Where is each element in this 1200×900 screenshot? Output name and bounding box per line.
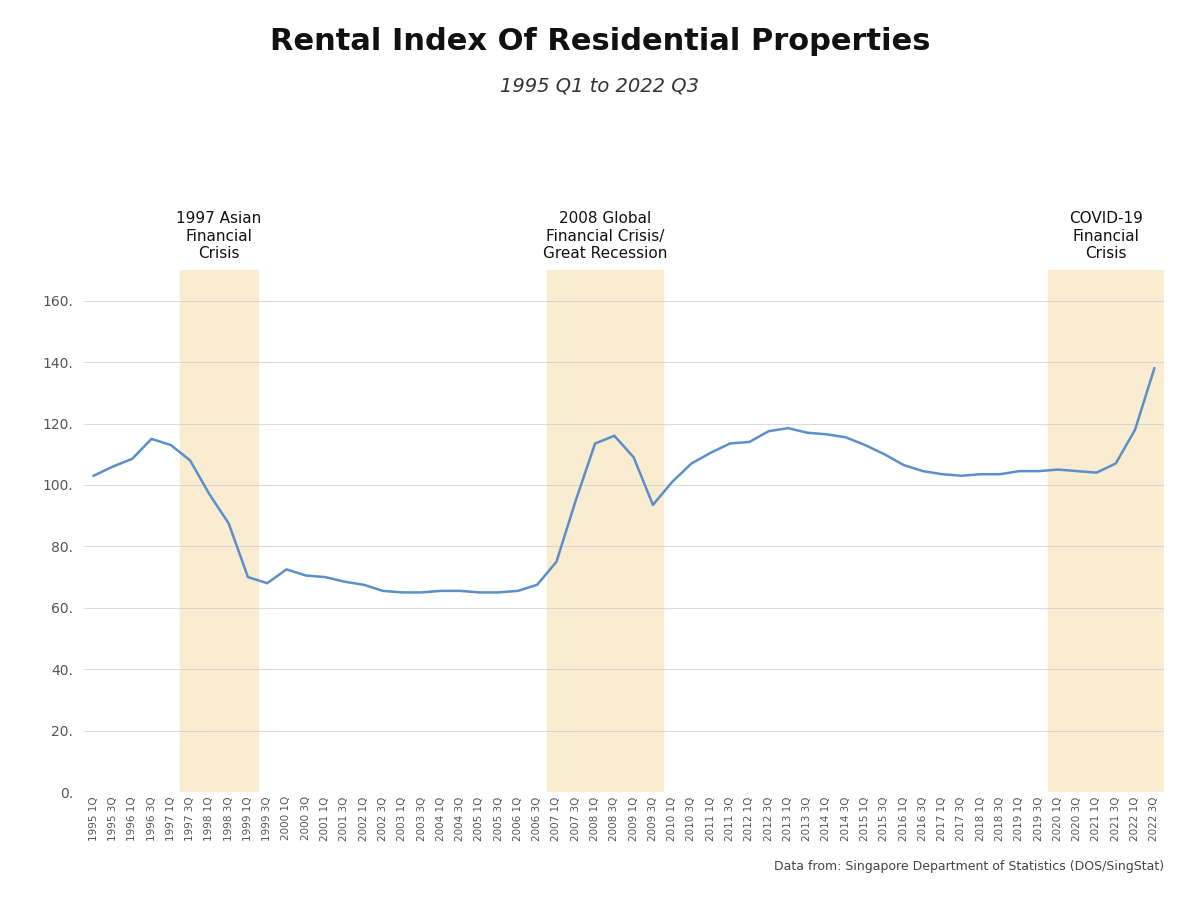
Text: 1997 Asian
Financial
Crisis: 1997 Asian Financial Crisis [176,212,262,261]
Bar [547,270,662,792]
Text: 1995 Q1 to 2022 Q3: 1995 Q1 to 2022 Q3 [500,76,700,95]
Text: 2008 Global
Financial Crisis/
Great Recession: 2008 Global Financial Crisis/ Great Rece… [542,212,667,261]
Text: Rental Index Of Residential Properties: Rental Index Of Residential Properties [270,27,930,56]
Bar [1049,270,1164,792]
Text: Data from: Singapore Department of Statistics (DOS/SingStat): Data from: Singapore Department of Stati… [774,860,1164,873]
Text: COVID-19
Financial
Crisis: COVID-19 Financial Crisis [1069,212,1144,261]
Bar [180,270,258,792]
